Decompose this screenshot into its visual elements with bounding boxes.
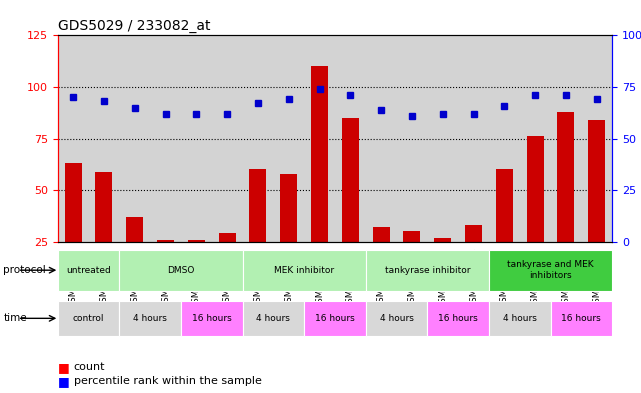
Bar [96,171,112,293]
Bar [366,301,428,336]
Bar [434,237,451,293]
Bar [366,250,489,290]
Text: protocol: protocol [3,265,46,275]
Text: 4 hours: 4 hours [379,314,413,323]
Text: ■: ■ [58,375,69,388]
Text: DMSO: DMSO [167,266,195,275]
Text: untreated: untreated [66,266,111,275]
Text: ■: ■ [58,361,69,374]
Text: tankyrase inhibitor: tankyrase inhibitor [385,266,470,275]
Bar [527,136,544,293]
Bar [311,66,328,293]
Bar [242,301,304,336]
Text: 4 hours: 4 hours [503,314,537,323]
Text: 4 hours: 4 hours [133,314,167,323]
Bar [219,233,236,293]
Bar [65,163,81,293]
Text: 16 hours: 16 hours [438,314,478,323]
Bar [403,231,420,293]
Text: count: count [74,362,105,373]
Bar [588,120,605,293]
Bar [304,301,366,336]
Bar [489,301,551,336]
Text: percentile rank within the sample: percentile rank within the sample [74,376,262,386]
Bar [181,301,242,336]
Text: control: control [72,314,104,323]
Bar [558,112,574,293]
Bar [58,301,119,336]
Bar [157,240,174,293]
Text: 16 hours: 16 hours [192,314,231,323]
Bar [496,169,513,293]
Text: GDS5029 / 233082_at: GDS5029 / 233082_at [58,19,210,33]
Text: 16 hours: 16 hours [315,314,355,323]
Bar [372,227,390,293]
Text: 4 hours: 4 hours [256,314,290,323]
Text: time: time [3,313,27,323]
Bar [551,301,612,336]
Bar [58,250,119,290]
Text: MEK inhibitor: MEK inhibitor [274,266,334,275]
Bar [428,301,489,336]
Text: 16 hours: 16 hours [562,314,601,323]
Bar [342,118,359,293]
Bar [188,240,204,293]
Bar [465,225,482,293]
Bar [242,250,366,290]
Bar [489,250,612,290]
Bar [119,301,181,336]
Bar [280,174,297,293]
Bar [126,217,143,293]
Bar [249,169,267,293]
Text: tankyrase and MEK
inhibitors: tankyrase and MEK inhibitors [507,261,594,280]
Bar [119,250,242,290]
